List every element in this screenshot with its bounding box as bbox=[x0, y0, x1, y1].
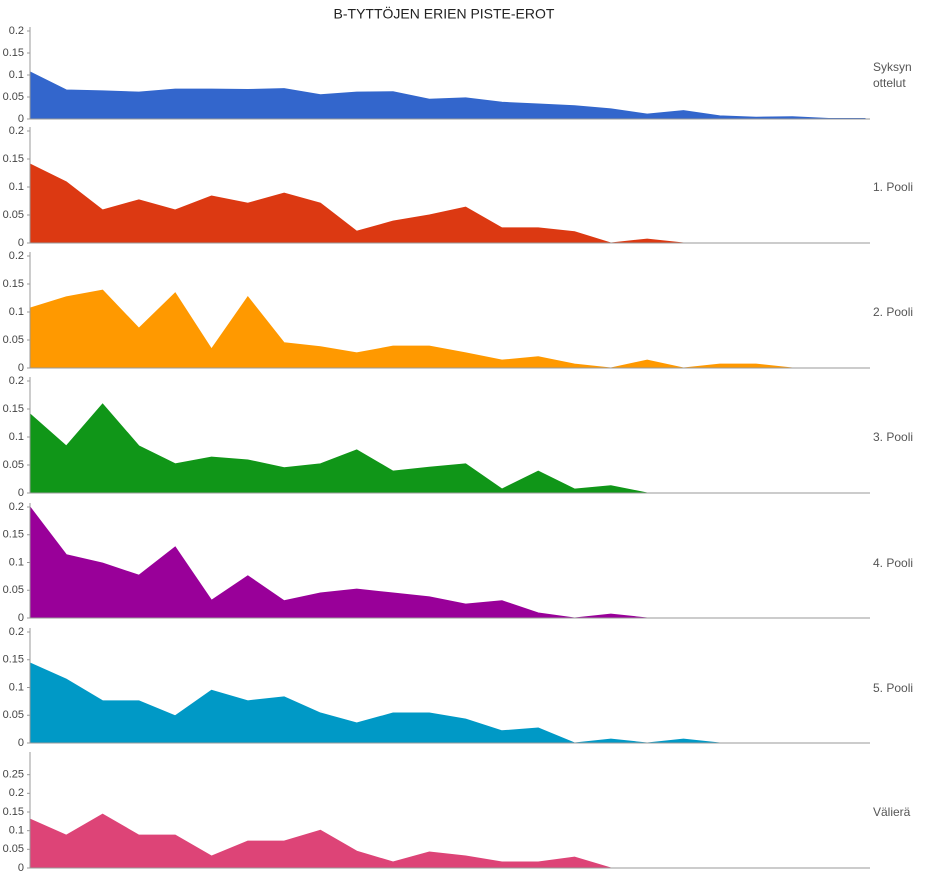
y-tick-label: 0.1 bbox=[9, 181, 24, 193]
y-tick-label: 0 bbox=[18, 237, 24, 249]
legend-label: Syksyn ottelut bbox=[873, 60, 912, 90]
y-tick-label: 0.1 bbox=[9, 69, 24, 81]
y-tick-label: 0.15 bbox=[3, 47, 24, 59]
y-tick-label: 0.1 bbox=[9, 431, 24, 443]
y-tick-label: 0 bbox=[18, 612, 24, 624]
area bbox=[29, 662, 865, 744]
y-tick-label: 0 bbox=[18, 113, 24, 125]
y-tick-label: 0.15 bbox=[3, 806, 24, 818]
y-tick-label: 0.2 bbox=[9, 626, 24, 638]
area bbox=[29, 71, 866, 120]
y-tick-label: 0.2 bbox=[9, 501, 24, 513]
area bbox=[29, 813, 865, 869]
y-tick-label: 0.2 bbox=[9, 125, 24, 137]
y-tick-label: 0 bbox=[18, 737, 24, 749]
y-tick-label: 0.05 bbox=[3, 459, 24, 471]
y-tick-label: 0.2 bbox=[9, 787, 24, 799]
legend-label: 2. Pooli bbox=[873, 305, 914, 319]
y-tick-label: 0.2 bbox=[9, 375, 24, 387]
y-tick-label: 0.05 bbox=[3, 843, 24, 855]
y-tick-label: 0 bbox=[18, 862, 24, 874]
y-tick-label: 0.1 bbox=[9, 556, 24, 568]
y-tick-label: 0.15 bbox=[3, 529, 24, 541]
y-tick-label: 0.05 bbox=[3, 209, 24, 221]
legend-label: 1. Pooli bbox=[873, 180, 914, 194]
y-tick-label: 0.05 bbox=[3, 709, 24, 721]
legend-label: 3. Pooli bbox=[873, 430, 914, 444]
area bbox=[29, 403, 865, 494]
y-tick-label: 0.2 bbox=[9, 250, 24, 262]
chart-title: B-TYTTÖJEN ERIEN PISTE-EROT bbox=[334, 5, 555, 22]
y-tick-label: 0.15 bbox=[3, 654, 24, 666]
y-tick-label: 0.1 bbox=[9, 681, 24, 693]
area bbox=[29, 505, 865, 619]
y-tick-label: 0.05 bbox=[3, 91, 24, 103]
y-tick-label: 0.2 bbox=[9, 25, 24, 37]
y-tick-label: 0.05 bbox=[3, 584, 24, 596]
y-tick-label: 0.15 bbox=[3, 153, 24, 165]
y-tick-label: 0.25 bbox=[3, 769, 24, 781]
area bbox=[29, 163, 865, 244]
legend-label: 4. Pooli bbox=[873, 555, 914, 570]
legend-label: Välierä bbox=[873, 805, 911, 819]
y-tick-label: 0 bbox=[18, 487, 24, 499]
legend-label: 5. Pooli bbox=[873, 680, 914, 695]
y-tick-label: 0 bbox=[18, 362, 24, 374]
area bbox=[29, 289, 865, 369]
y-tick-label: 0.15 bbox=[3, 278, 24, 290]
y-tick-label: 0.1 bbox=[9, 306, 24, 318]
y-tick-label: 0.15 bbox=[3, 403, 24, 415]
y-tick-label: 0.1 bbox=[9, 825, 24, 837]
y-tick-label: 0.05 bbox=[3, 334, 24, 346]
